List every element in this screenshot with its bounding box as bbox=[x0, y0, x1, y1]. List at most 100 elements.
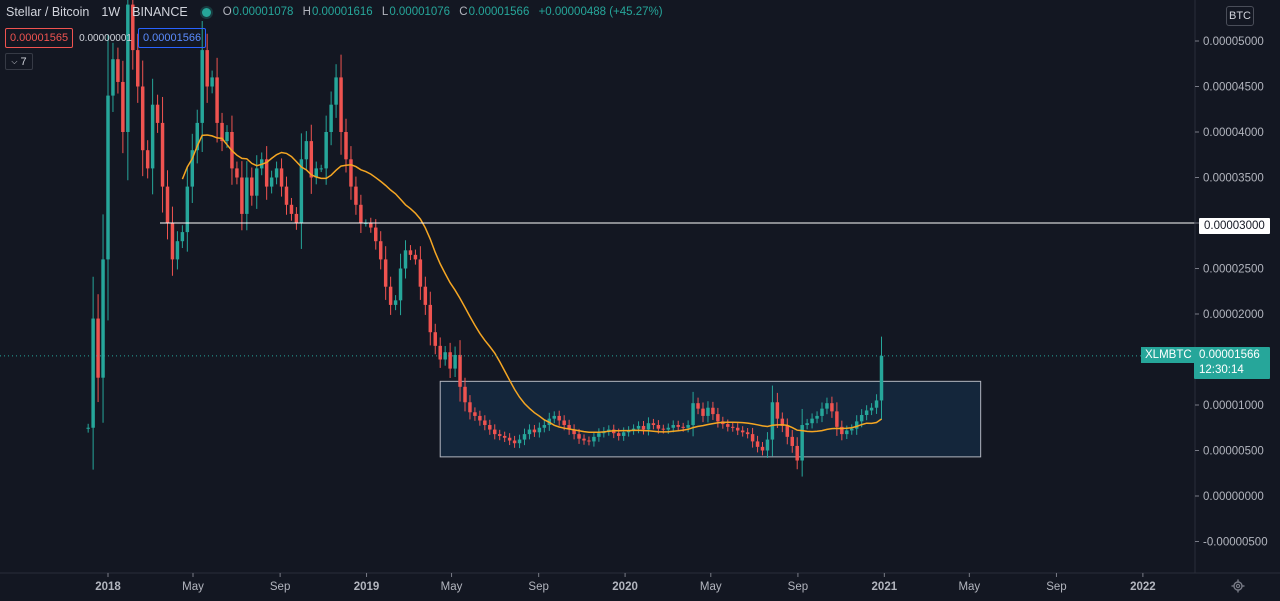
exchange-label: BINANCE bbox=[132, 5, 188, 19]
y-tick-label: -0.00000500 bbox=[1203, 537, 1268, 549]
candle-body bbox=[220, 122, 224, 142]
candle-body bbox=[478, 415, 482, 421]
candle-body bbox=[101, 259, 105, 378]
candle-body bbox=[126, 4, 130, 133]
candle-body bbox=[512, 440, 517, 444]
x-tick-label: May bbox=[700, 581, 722, 593]
candle-body bbox=[740, 430, 745, 433]
candle-body bbox=[304, 141, 309, 160]
candle-body bbox=[96, 318, 100, 378]
candle-body bbox=[656, 425, 661, 429]
candle-body bbox=[398, 268, 403, 301]
candle-body bbox=[448, 352, 452, 369]
candle-body bbox=[334, 77, 338, 105]
sell-button[interactable]: 0.00001565 bbox=[5, 28, 74, 48]
y-tick-label: 0.00002500 bbox=[1203, 264, 1264, 276]
chevron-down-icon: ⌵ bbox=[11, 56, 18, 66]
candle-body bbox=[760, 446, 765, 451]
candle-body bbox=[329, 104, 333, 132]
gear-icon[interactable] bbox=[1231, 579, 1245, 593]
candle-body bbox=[552, 415, 556, 419]
candle-body bbox=[235, 168, 239, 178]
y-tick-label: 0.00001000 bbox=[1203, 400, 1264, 412]
candle-body bbox=[676, 425, 680, 427]
candle-body bbox=[810, 418, 814, 424]
candle-body bbox=[165, 186, 170, 223]
candle-body bbox=[274, 168, 279, 178]
candle-body bbox=[121, 81, 125, 132]
candle-body bbox=[859, 415, 864, 422]
high-value: 0.00001616 bbox=[311, 6, 373, 18]
candle-body bbox=[835, 411, 839, 427]
last-price-tag: 0.00001566 12:30:14 bbox=[1194, 347, 1270, 379]
symbol-title[interactable]: Stellar / Bitcoin bbox=[6, 5, 90, 19]
candle-body bbox=[542, 425, 547, 428]
candle-body bbox=[160, 122, 165, 187]
candle-body bbox=[780, 418, 785, 426]
candle-body bbox=[423, 286, 428, 305]
candle-body bbox=[825, 403, 829, 409]
candle-body bbox=[815, 415, 819, 419]
candle-body bbox=[701, 408, 705, 416]
candle-body bbox=[359, 204, 363, 223]
candle-body bbox=[240, 177, 244, 214]
candle-body bbox=[175, 241, 180, 260]
candle-body bbox=[706, 407, 710, 416]
buy-button[interactable]: 0.00001566 bbox=[137, 28, 207, 48]
currency-badge[interactable]: BTC bbox=[1226, 6, 1254, 26]
candle-body bbox=[750, 434, 755, 442]
y-tick-label: 0.00005000 bbox=[1203, 36, 1264, 48]
symbol-price-tag: XLMBTC bbox=[1141, 347, 1196, 363]
candle-body bbox=[408, 250, 413, 255]
level-price-tag: 0.00003000 bbox=[1199, 218, 1270, 234]
indicators-toggle-button[interactable]: ⌵ 7 bbox=[5, 53, 33, 70]
candle-body bbox=[532, 429, 537, 433]
candle-body bbox=[255, 168, 259, 196]
candle-body bbox=[210, 77, 214, 87]
candle-body bbox=[621, 432, 626, 436]
candle-body bbox=[537, 427, 542, 433]
candle-body bbox=[393, 300, 398, 305]
indicator-count: 7 bbox=[20, 55, 27, 68]
candle-body bbox=[339, 77, 343, 132]
candle-body bbox=[641, 425, 646, 430]
candle-body bbox=[671, 425, 675, 428]
candle-body bbox=[497, 434, 502, 436]
interval-label[interactable]: 1W bbox=[101, 5, 121, 19]
moving-average bbox=[181, 134, 882, 434]
candle-body bbox=[438, 345, 442, 360]
candle-body bbox=[522, 434, 527, 440]
low-value: 0.00001076 bbox=[389, 6, 451, 18]
last-price-value: 0.00001566 bbox=[1199, 349, 1260, 361]
candle-body bbox=[428, 304, 433, 333]
candle-body bbox=[745, 432, 750, 435]
candle-body bbox=[507, 437, 512, 441]
candle-body bbox=[403, 250, 408, 269]
candle-body bbox=[488, 425, 492, 430]
x-tick-label: May bbox=[441, 581, 463, 593]
ma-line bbox=[181, 134, 882, 434]
candle-body bbox=[250, 177, 254, 196]
y-tick-label: 0.00000500 bbox=[1203, 446, 1264, 458]
candle-body bbox=[225, 132, 229, 142]
candle-body bbox=[597, 433, 601, 437]
x-tick-label: 2019 bbox=[354, 581, 380, 593]
candle-body bbox=[111, 59, 115, 96]
candle-body bbox=[631, 428, 636, 431]
candle-body bbox=[572, 429, 576, 435]
candle-body bbox=[845, 430, 849, 435]
candle-body bbox=[458, 354, 462, 387]
candle-body bbox=[731, 426, 735, 428]
candle-body bbox=[646, 423, 651, 430]
y-tick-label: 0.00002000 bbox=[1203, 309, 1264, 321]
candle-body bbox=[413, 254, 418, 260]
candle-body bbox=[433, 332, 437, 346]
candle-body bbox=[269, 177, 274, 187]
y-tick-label: 0.00004000 bbox=[1203, 127, 1264, 139]
close-value: 0.00001566 bbox=[468, 6, 530, 18]
candle-body bbox=[726, 424, 730, 427]
candle-body bbox=[587, 440, 591, 442]
trade-quotes: 0.00001565 0.00000001 0.00001566 bbox=[5, 28, 207, 48]
